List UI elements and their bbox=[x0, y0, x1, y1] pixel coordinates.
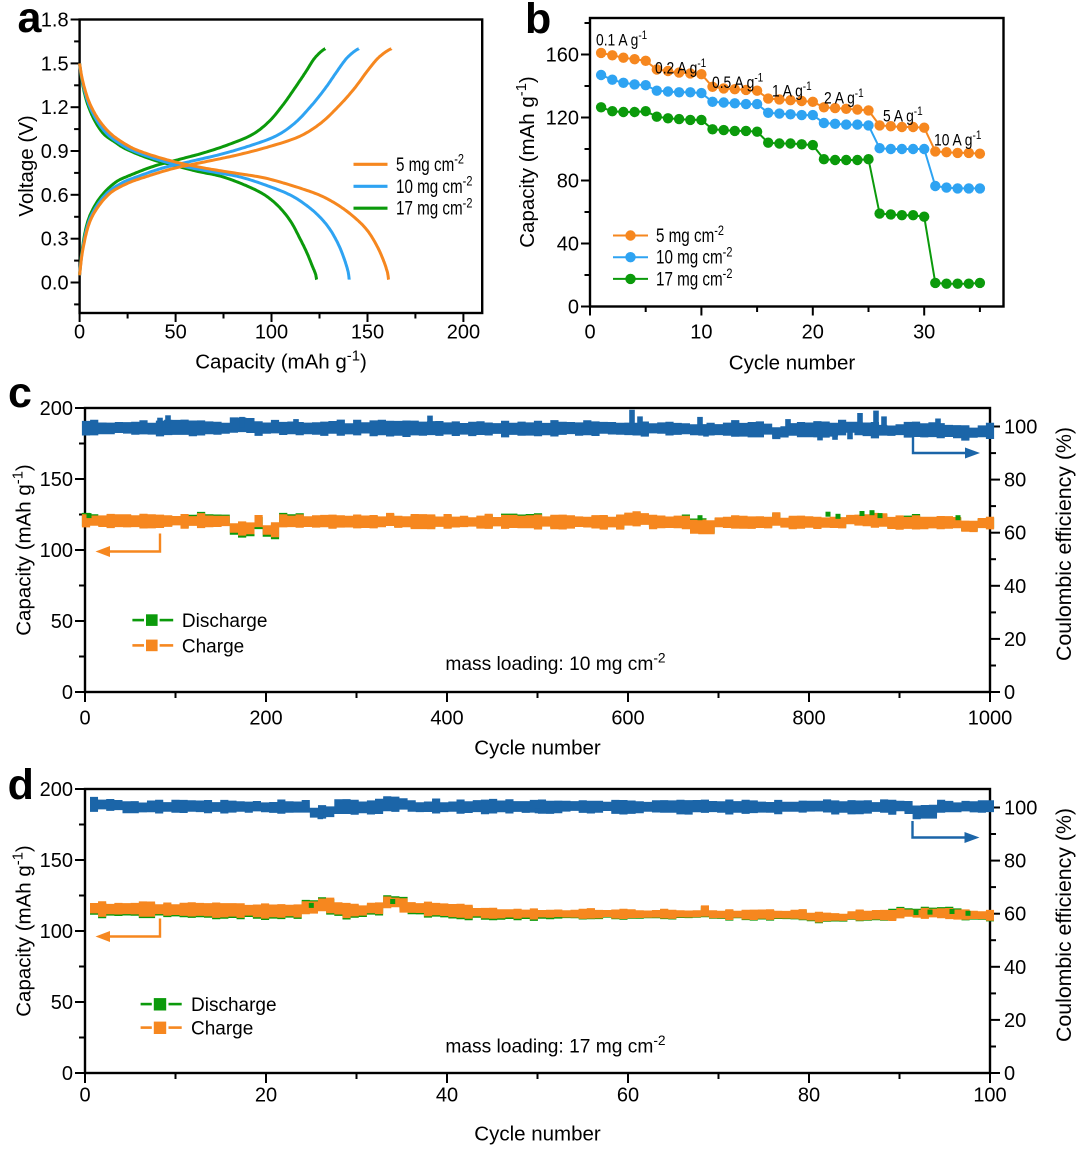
svg-text:200: 200 bbox=[40, 779, 73, 801]
svg-text:5 A g-1​: 5 A g-1​ bbox=[883, 105, 923, 125]
svg-text:Voltage (V): Voltage (V) bbox=[15, 115, 38, 216]
svg-text:40: 40 bbox=[557, 234, 579, 256]
svg-text:Charge: Charge bbox=[182, 636, 244, 657]
svg-text:50: 50 bbox=[164, 322, 186, 344]
svg-text:60: 60 bbox=[1004, 523, 1026, 545]
svg-text:20: 20 bbox=[802, 322, 824, 344]
svg-text:1.5: 1.5 bbox=[41, 53, 69, 75]
svg-text:Capacity (mAh g-1​): Capacity (mAh g-1​) bbox=[11, 464, 36, 636]
svg-text:10 mg cm-2​: 10 mg cm-2​ bbox=[396, 173, 473, 197]
svg-text:100: 100 bbox=[40, 540, 73, 562]
svg-text:Cycle number: Cycle number bbox=[474, 1123, 601, 1146]
svg-text:0: 0 bbox=[568, 297, 579, 319]
svg-text:800: 800 bbox=[792, 708, 825, 730]
svg-text:150: 150 bbox=[40, 850, 73, 872]
svg-text:80: 80 bbox=[798, 1085, 820, 1107]
svg-text:0: 0 bbox=[584, 322, 595, 344]
svg-text:17 mg cm-2​: 17 mg cm-2​ bbox=[396, 195, 473, 219]
svg-text:0.3: 0.3 bbox=[41, 229, 69, 251]
svg-text:b: b bbox=[525, 0, 551, 43]
svg-text:mass loading: 17 mg cm-2​: mass loading: 17 mg cm-2​ bbox=[445, 1033, 665, 1057]
svg-text:80: 80 bbox=[1004, 851, 1026, 873]
svg-text:Coulombic efficiency (%): Coulombic efficiency (%) bbox=[1052, 808, 1076, 1042]
svg-text:0.5 A g-1​: 0.5 A g-1​ bbox=[712, 72, 763, 92]
svg-text:50: 50 bbox=[51, 992, 73, 1014]
svg-text:0.2 A g-1​: 0.2 A g-1​ bbox=[655, 57, 706, 77]
svg-text:0: 0 bbox=[74, 322, 85, 344]
svg-text:5 mg cm-2​: 5 mg cm-2​ bbox=[656, 223, 724, 247]
svg-text:1.8: 1.8 bbox=[41, 10, 69, 32]
svg-text:c: c bbox=[8, 369, 32, 417]
svg-text:a: a bbox=[18, 0, 43, 42]
svg-text:Capacity (mAh g-1​): Capacity (mAh g-1​) bbox=[11, 845, 36, 1017]
svg-text:0.9: 0.9 bbox=[41, 141, 69, 163]
svg-text:200: 200 bbox=[249, 708, 282, 730]
svg-text:Discharge: Discharge bbox=[182, 611, 268, 632]
svg-text:1 A g-1​: 1 A g-1​ bbox=[772, 80, 812, 100]
svg-text:400: 400 bbox=[430, 708, 463, 730]
svg-text:120: 120 bbox=[546, 108, 579, 130]
svg-text:600: 600 bbox=[611, 708, 644, 730]
svg-text:160: 160 bbox=[546, 45, 579, 67]
svg-text:0: 0 bbox=[79, 1085, 90, 1107]
svg-text:0.0: 0.0 bbox=[41, 273, 69, 295]
svg-text:80: 80 bbox=[557, 171, 579, 193]
svg-text:17 mg cm-2​: 17 mg cm-2​ bbox=[656, 266, 733, 290]
svg-text:150: 150 bbox=[40, 469, 73, 491]
svg-text:40: 40 bbox=[436, 1085, 458, 1107]
svg-text:20: 20 bbox=[255, 1085, 277, 1107]
svg-text:Cycle number: Cycle number bbox=[474, 737, 601, 760]
svg-text:200: 200 bbox=[447, 322, 480, 344]
svg-text:100: 100 bbox=[1004, 798, 1037, 820]
svg-text:20: 20 bbox=[1004, 1010, 1026, 1032]
svg-text:30: 30 bbox=[913, 322, 935, 344]
svg-text:0.1 A g-1​: 0.1 A g-1​ bbox=[596, 29, 647, 49]
svg-text:Capacity (mAh g-1​): Capacity (mAh g-1​) bbox=[514, 76, 539, 248]
svg-text:0: 0 bbox=[62, 1063, 73, 1085]
svg-text:10: 10 bbox=[690, 322, 712, 344]
svg-text:60: 60 bbox=[617, 1085, 639, 1107]
svg-text:100: 100 bbox=[973, 1085, 1006, 1107]
svg-text:100: 100 bbox=[255, 322, 288, 344]
svg-text:d: d bbox=[8, 761, 34, 809]
svg-text:100: 100 bbox=[40, 921, 73, 943]
svg-text:0: 0 bbox=[1004, 682, 1015, 704]
svg-text:1000: 1000 bbox=[968, 708, 1013, 730]
svg-text:2 A g-1​: 2 A g-1​ bbox=[824, 87, 864, 107]
svg-text:20: 20 bbox=[1004, 629, 1026, 651]
svg-text:5 mg cm-2​: 5 mg cm-2​ bbox=[396, 151, 464, 175]
svg-text:Coulombic efficiency (%): Coulombic efficiency (%) bbox=[1052, 427, 1076, 661]
svg-text:Charge: Charge bbox=[191, 1019, 253, 1040]
svg-text:150: 150 bbox=[351, 322, 384, 344]
svg-text:60: 60 bbox=[1004, 904, 1026, 926]
svg-text:Discharge: Discharge bbox=[191, 995, 277, 1016]
svg-text:40: 40 bbox=[1004, 957, 1026, 979]
svg-text:0: 0 bbox=[62, 682, 73, 704]
svg-text:0.6: 0.6 bbox=[41, 185, 69, 207]
svg-text:40: 40 bbox=[1004, 576, 1026, 598]
svg-text:1.2: 1.2 bbox=[41, 97, 69, 119]
svg-text:Cycle number: Cycle number bbox=[729, 352, 856, 375]
svg-text:10 mg cm-2​: 10 mg cm-2​ bbox=[656, 244, 733, 268]
svg-text:200: 200 bbox=[40, 398, 73, 420]
svg-text:80: 80 bbox=[1004, 470, 1026, 492]
svg-text:100: 100 bbox=[1004, 417, 1037, 439]
svg-text:0: 0 bbox=[79, 708, 90, 730]
svg-text:0: 0 bbox=[1004, 1063, 1015, 1085]
svg-text:Capacity (mAh g-1​): Capacity (mAh g-1​) bbox=[195, 349, 367, 374]
svg-text:50: 50 bbox=[51, 611, 73, 633]
svg-text:10 A g-1​: 10 A g-1​ bbox=[934, 129, 981, 149]
svg-text:mass loading: 10 mg cm-2​: mass loading: 10 mg cm-2​ bbox=[445, 651, 665, 675]
